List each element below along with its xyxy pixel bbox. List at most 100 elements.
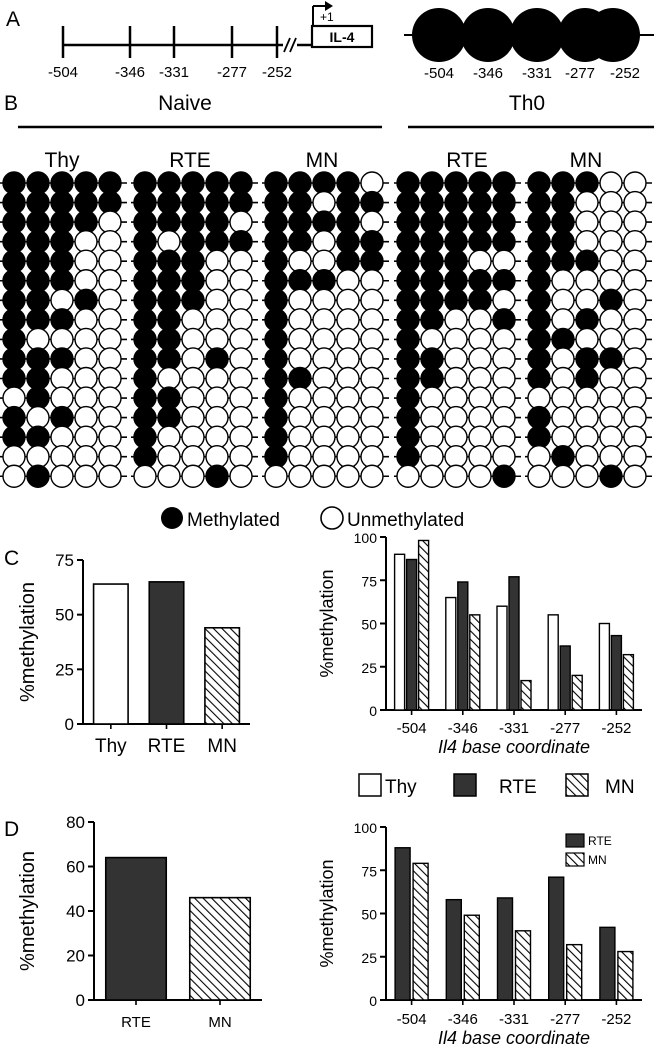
y-tick-label: 25 <box>55 660 74 679</box>
unmethylated-cpg-circle <box>181 425 205 449</box>
methylated-cpg-circle <box>133 229 157 254</box>
unmethylated-cpg-circle <box>444 464 468 488</box>
bar <box>508 576 520 711</box>
unmethylated-cpg-circle <box>575 269 599 293</box>
methylated-cpg-circle <box>74 190 98 215</box>
unmethylated-cpg-circle <box>312 249 336 273</box>
unmethylated-cpg-circle <box>360 210 384 234</box>
methylated-cpg-circle <box>468 210 492 234</box>
unmethylated-cpg-circle <box>551 347 575 371</box>
unmethylated-cpg-circle <box>229 405 253 430</box>
unmethylated-legend-icon <box>320 506 344 530</box>
methylated-cpg-circle <box>396 288 420 312</box>
unmethylated-cpg-circle <box>229 288 253 312</box>
unmethylated-cpg-circle <box>2 386 26 410</box>
methylated-cpg-circle <box>396 269 420 293</box>
methylated-cpg-circle <box>26 171 50 195</box>
unmethylated-cpg-circle <box>623 229 647 254</box>
methylated-cpg-circle <box>264 210 288 234</box>
unmethylated-cpg-circle <box>336 425 360 449</box>
methylated-cpg-circle <box>26 249 50 273</box>
methylated-cpg-circle <box>264 425 288 449</box>
y-axis-label: %methylation <box>317 859 337 967</box>
panel-a-gene-map: -504 -346 -331 -277 -252 IL-4 +1 <box>48 1 374 81</box>
unmethylated-cpg-circle <box>551 386 575 410</box>
unmethylated-cpg-circle <box>2 445 26 469</box>
unmethylated-cpg-circle <box>229 269 253 293</box>
unmethylated-cpg-circle <box>360 269 384 293</box>
methylated-cpg-circle <box>575 366 599 391</box>
methylated-cpg-circle <box>205 464 229 488</box>
methylated-cpg-circle <box>50 269 74 293</box>
y-tick-label: 75 <box>361 863 377 879</box>
unmethylated-cpg-circle <box>50 464 74 488</box>
cpg-site-circle <box>586 8 640 62</box>
unmethylated-cpg-circle <box>623 405 647 430</box>
methylated-cpg-circle <box>133 171 157 195</box>
unmethylated-cpg-circle <box>50 288 74 312</box>
y-tick-label: 50 <box>361 617 377 633</box>
methylated-cpg-circle <box>205 190 229 215</box>
methylated-cpg-circle <box>133 269 157 293</box>
unmethylated-cpg-circle <box>599 229 623 254</box>
unmethylated-cpg-circle <box>312 366 336 391</box>
y-tick-label: 60 <box>66 858 85 877</box>
dataset-label: RTE <box>446 149 488 172</box>
unmethylated-cpg-circle <box>133 464 157 488</box>
bar <box>188 896 252 1001</box>
bar <box>394 847 411 1001</box>
unmethylated-cpg-circle <box>623 308 647 332</box>
unmethylated-cpg-circle <box>74 445 98 469</box>
lollipop-dataset: MN <box>262 149 389 488</box>
unmethylated-cpg-circle <box>551 288 575 312</box>
methylated-cpg-circle <box>468 269 492 293</box>
dataset-label: MN <box>306 149 339 172</box>
unmethylated-cpg-circle <box>468 405 492 430</box>
bar <box>104 856 168 1001</box>
y-tick-label: 100 <box>354 530 378 546</box>
unmethylated-cpg-circle <box>157 425 181 449</box>
bar <box>520 679 532 711</box>
unmethylated-cpg-circle <box>229 425 253 449</box>
unmethylated-cpg-circle <box>623 269 647 293</box>
unmethylated-cpg-circle <box>623 464 647 488</box>
bar <box>148 581 185 725</box>
unmethylated-cpg-circle <box>336 464 360 488</box>
methylated-cpg-circle <box>527 288 551 312</box>
unmethylated-cpg-circle <box>492 386 516 410</box>
methylated-cpg-circle <box>264 229 288 254</box>
bar <box>598 622 611 711</box>
unmethylated-cpg-circle <box>264 464 288 488</box>
methylated-cpg-circle <box>396 229 420 254</box>
y-tick-label: 75 <box>361 573 377 589</box>
methylated-cpg-circle <box>181 249 205 273</box>
cpg-site-circle <box>412 8 466 62</box>
y-tick-label: 100 <box>354 820 378 836</box>
cpg-site-label: -331 <box>522 65 552 82</box>
methylated-cpg-circle <box>551 229 575 254</box>
unmethylated-cpg-circle <box>98 327 122 352</box>
methylated-cpg-circle <box>26 190 50 215</box>
y-tick-label: 0 <box>76 991 85 1010</box>
methylated-cpg-circle <box>26 308 50 332</box>
unmethylated-cpg-circle <box>492 249 516 273</box>
x-category-label: -277 <box>550 720 580 737</box>
unmethylated-cpg-circle <box>288 386 312 410</box>
unmethylated-cpg-circle <box>312 445 336 469</box>
bar <box>417 539 430 711</box>
unmethylated-cpg-circle <box>492 425 516 449</box>
methylated-cpg-circle <box>2 366 26 391</box>
methylated-cpg-circle <box>264 288 288 312</box>
methylated-cpg-circle <box>396 347 420 371</box>
methylated-cpg-circle <box>420 190 444 215</box>
unmethylated-cpg-circle <box>229 386 253 410</box>
unmethylated-cpg-circle <box>229 464 253 488</box>
methylated-cpg-circle <box>492 171 516 195</box>
methylated-cpg-circle <box>264 405 288 430</box>
unmethylated-cpg-circle <box>98 386 122 410</box>
methylated-cpg-circle <box>444 269 468 293</box>
methylated-cpg-circle <box>2 308 26 332</box>
unmethylated-cpg-circle <box>444 308 468 332</box>
unmethylated-cpg-circle <box>599 445 623 469</box>
methylated-legend-icon <box>161 507 183 529</box>
